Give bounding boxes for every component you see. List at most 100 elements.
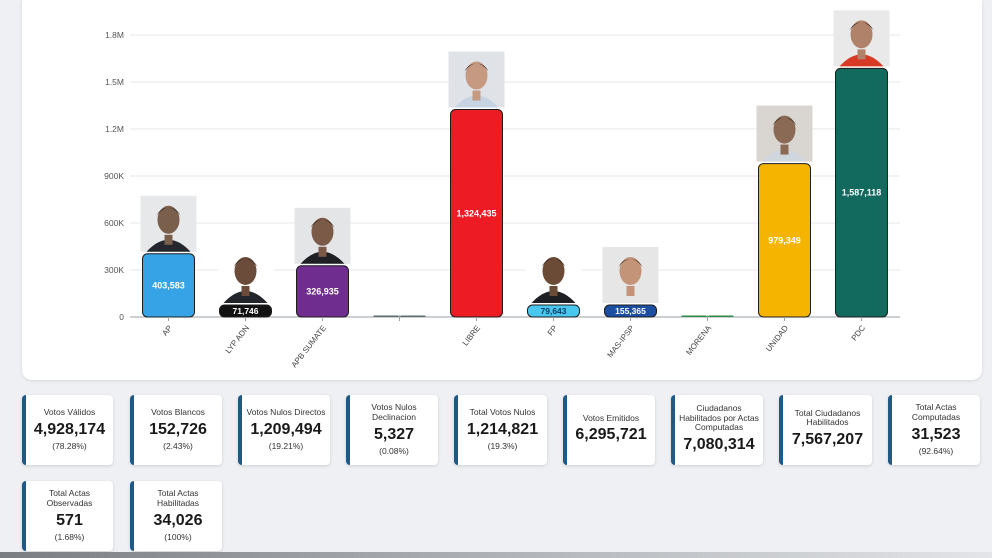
candidate-hair: [772, 117, 797, 126]
candidate-neck: [626, 286, 635, 296]
stat-label: Ciudadanos Habilitados por Actas Computa…: [679, 402, 759, 433]
candidate-torso: [300, 251, 345, 264]
candidate-hair: [156, 207, 181, 216]
candidate-face: [465, 61, 488, 90]
x-category-label: FP: [546, 324, 559, 338]
candidate-torso: [762, 149, 807, 162]
stat-percent: (0.08%): [379, 445, 409, 456]
stat-percent: (78.28%): [52, 440, 87, 451]
x-category-label: PDC: [850, 324, 868, 343]
stat-card-total-actas-computadas: Total Actas Computadas 31,523 (92.64%): [888, 395, 980, 465]
bar-value-label: 1,587,118: [842, 188, 882, 198]
bar-value-label: 155,365: [615, 306, 646, 316]
stat-value: 5,327: [373, 425, 415, 443]
results-chart-card: 0 300K 600K 900K 1.2M 1.5M 1.8M 403,583 AP 71,746…: [22, 0, 982, 380]
candidate-neck: [164, 234, 173, 245]
stat-card-total-actas-habilitadas: Total Actas Habilitadas 34,026 (100%): [130, 481, 222, 551]
stat-card-votos-blancos: Votos Blancos 152,726 (2.43%): [130, 395, 222, 465]
x-category-label: APB SUMATE: [290, 324, 328, 370]
candidate-hair: [233, 259, 258, 267]
x-category-label: UNIDAD: [764, 324, 790, 354]
y-tick-label: 900K: [104, 171, 124, 181]
stat-label: Votos Válidos: [43, 407, 96, 417]
stat-label: Votos Nulos Declinacion: [371, 402, 417, 422]
stat-label: Votos Emitidos: [582, 412, 640, 423]
bar-value-label: 79,643: [541, 306, 567, 316]
y-tick-label: 300K: [104, 265, 124, 275]
vote-bar: [681, 315, 734, 317]
candidate-neck: [857, 49, 866, 60]
x-category-label: LIBRE: [461, 324, 482, 348]
bar-value-label: 403,583: [152, 280, 185, 290]
stat-percent: (92.64%): [918, 445, 954, 456]
stat-percent: (1.68%): [54, 531, 85, 542]
candidate-face: [157, 205, 180, 234]
bar-value-label: 1,324,435: [456, 208, 496, 218]
stat-value: 571: [56, 511, 83, 529]
x-category-label: MAS-IPSP: [605, 324, 636, 360]
candidate-neck: [472, 90, 481, 101]
stat-value: 7,567,207: [791, 431, 864, 449]
stat-label: Total Actas Observadas: [46, 488, 93, 508]
y-tick-label: 1.2M: [105, 124, 124, 134]
candidate-torso: [839, 54, 884, 67]
bottom-edge-strip: [0, 552, 992, 558]
bar-value-label: 979,349: [768, 235, 801, 245]
stat-label: Total Actas Computadas: [911, 402, 961, 422]
stat-value: 1,209,494: [250, 420, 322, 438]
vote-bar: [373, 315, 426, 317]
stat-value: 34,026: [153, 511, 203, 529]
candidate-hair: [464, 63, 489, 72]
y-tick-label: 0: [119, 312, 124, 322]
stat-card-votos-nulos-declinacion: Votos Nulos Declinacion 5,327 (0.08%): [346, 395, 438, 465]
stat-card-total-actas-observadas: Total Actas Observadas 571 (1.68%): [22, 481, 113, 551]
bar-value-label: 0: [398, 313, 402, 319]
stat-card-ciudadanos-habilitados-actas: Ciudadanos Habilitados por Actas Computa…: [671, 395, 763, 465]
candidate-face: [542, 257, 565, 285]
y-tick-label: 1.5M: [105, 77, 124, 87]
stat-value: 4,928,174: [33, 420, 106, 438]
candidate-face: [773, 115, 796, 144]
bar-value-label: 71,746: [233, 306, 259, 316]
stat-value: 7,080,314: [683, 436, 755, 454]
candidate-face: [850, 20, 873, 49]
stat-card-total-ciudadanos-habilitados: Total Ciudadanos Habilitados 7,567,207: [779, 395, 872, 465]
stat-value: 152,726: [149, 420, 207, 438]
stat-card-votos-validos: Votos Válidos 4,928,174 (78.28%): [22, 395, 113, 465]
stat-label: Votos Blancos: [151, 407, 205, 417]
stat-percent: (100%): [164, 531, 192, 542]
candidate-face: [619, 257, 642, 285]
stat-label: Total Votos Nulos: [469, 407, 536, 417]
candidate-torso: [454, 95, 499, 108]
stat-value: 31,523: [911, 425, 961, 443]
candidate-hair: [849, 22, 874, 31]
y-tick-label: 600K: [104, 218, 124, 228]
stat-percent: (19.21%): [268, 440, 304, 451]
bar-value-label: 0: [706, 313, 710, 319]
vote-bar-chart: 0 300K 600K 900K 1.2M 1.5M 1.8M 403,583 AP 71,746…: [104, 10, 900, 370]
candidate-face: [311, 217, 334, 246]
stat-percent: (2.43%): [163, 440, 193, 451]
x-category-label: LYP ADN: [224, 324, 252, 356]
candidate-torso: [531, 291, 576, 303]
x-category-label: MORENA: [684, 323, 713, 357]
candidate-torso: [146, 239, 191, 252]
bar-value-label: 326,935: [306, 286, 339, 296]
x-category-label: AP: [160, 324, 174, 338]
candidate-neck: [549, 286, 558, 296]
candidate-hair: [618, 259, 643, 267]
candidate-neck: [780, 144, 789, 155]
stat-percent: (19.3%): [487, 440, 518, 451]
candidate-neck: [241, 286, 250, 296]
candidate-neck: [318, 246, 327, 257]
candidate-hair: [310, 219, 335, 228]
stat-label: Total Actas Habilitadas: [156, 488, 200, 508]
stat-value: 6,295,721: [575, 426, 647, 444]
candidate-torso: [608, 291, 653, 303]
candidate-face: [234, 257, 257, 285]
stat-card-votos-nulos-directos: Votos Nulos Directos 1,209,494 (19.21%): [238, 395, 330, 465]
stat-value: 1,214,821: [466, 420, 539, 438]
stat-label: Votos Nulos Directos: [246, 407, 326, 417]
stat-card-votos-emitidos: Votos Emitidos 6,295,721: [563, 395, 655, 465]
stat-card-total-votos-nulos: Total Votos Nulos 1,214,821 (19.3%): [454, 395, 547, 465]
